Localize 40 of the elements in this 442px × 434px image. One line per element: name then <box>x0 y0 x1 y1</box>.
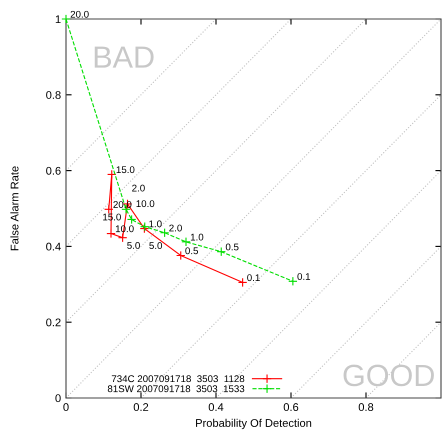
annotation: 2.0 <box>169 224 182 232</box>
point <box>288 276 298 286</box>
legend-label: 734C 2007091718 3503 1128 <box>112 375 244 382</box>
annotation: 20.0 <box>70 10 89 18</box>
y-tick-label: 0 <box>55 394 61 402</box>
annotation: 0.5 <box>185 247 198 254</box>
point <box>118 232 128 242</box>
annotation: 0.1 <box>297 273 310 280</box>
annotation: 1.0 <box>190 234 204 241</box>
y-tick-label: 0.4 <box>46 242 61 251</box>
point <box>61 14 71 24</box>
annotation: 15.0 <box>116 166 134 174</box>
x-tick-label: 0 <box>63 403 69 412</box>
annotation: 0.5 <box>226 244 239 250</box>
y-axis-title: False Alarm Rate <box>10 166 18 250</box>
point <box>238 278 248 288</box>
y-tick-label: 0.8 <box>46 91 61 99</box>
x-tick-label: 0.6 <box>284 403 298 412</box>
y-tick-label: 1 <box>56 15 61 24</box>
annotation: 10.0 <box>136 200 154 208</box>
x-tick-label: 0.8 <box>358 403 374 412</box>
point <box>181 237 191 247</box>
legend-label: 81SW 2007091718 3503 1533 <box>108 385 244 392</box>
point <box>216 246 226 256</box>
annotation: 2.0 <box>132 184 145 192</box>
y-tick-label: 0.2 <box>46 318 61 326</box>
point <box>106 228 116 238</box>
annotation: 5.0 <box>127 242 140 249</box>
x-axis-title: Probability Of Detection <box>196 418 312 430</box>
point <box>107 170 116 180</box>
y-tick-label: 0.6 <box>46 166 61 175</box>
point <box>176 250 186 260</box>
x-tick-label: 0.4 <box>208 403 224 412</box>
annotation: 5.0 <box>149 242 162 250</box>
annotation: 1.0 <box>149 220 162 228</box>
point <box>160 228 170 238</box>
point <box>126 214 136 224</box>
annotation: 0.1 <box>247 274 260 282</box>
x-tick-label: 0.2 <box>134 403 148 412</box>
point <box>104 204 114 214</box>
